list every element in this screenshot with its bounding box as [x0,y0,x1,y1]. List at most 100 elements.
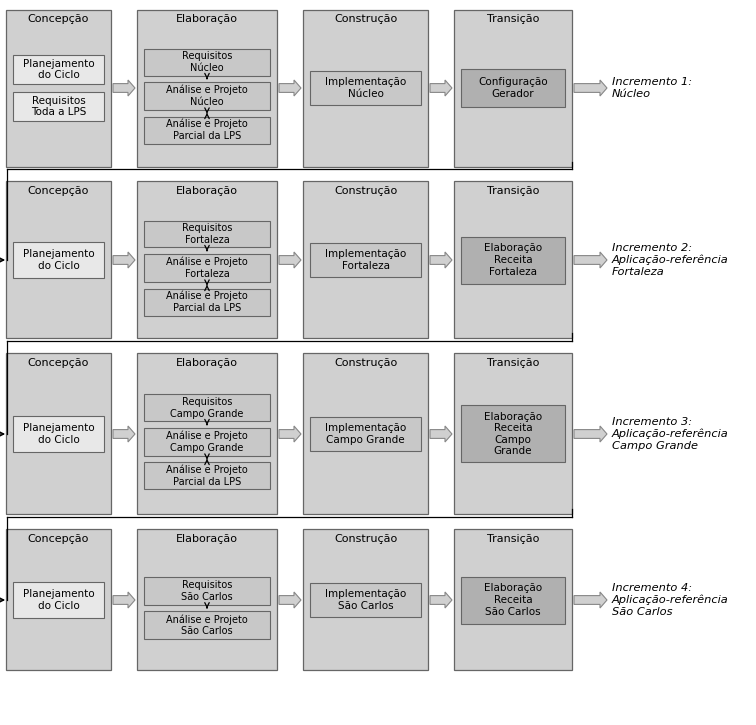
Bar [137,9,277,167]
Text: Análise e Projeto
Fortaleza: Análise e Projeto Fortaleza [166,257,248,279]
Text: Construção: Construção [334,186,397,196]
Text: Elaboração
Receita
Campo
Grande: Elaboração Receita Campo Grande [484,412,542,457]
Bar [454,181,572,339]
Text: Elaboração
Receita
Fortaleza: Elaboração Receita Fortaleza [484,244,542,277]
Bar [137,354,277,515]
Text: Implementação
Campo Grande: Implementação Campo Grande [325,423,406,445]
Text: Transição: Transição [487,534,539,544]
Bar [303,529,428,671]
Text: Análise e Projeto
Núcleo: Análise e Projeto Núcleo [166,85,248,107]
Bar [303,354,428,515]
Text: Planejamento
do Ciclo: Planejamento do Ciclo [23,249,94,271]
Text: Concepção: Concepção [28,186,89,196]
Bar [6,9,111,167]
Bar [13,416,104,452]
Text: Construção: Construção [334,14,397,25]
Bar [144,577,270,605]
Bar [303,9,428,167]
Bar [454,529,572,671]
Text: Transição: Transição [487,358,539,368]
Text: Concepção: Concepção [28,358,89,368]
Text: Incremento 2:
Aplicação-referência
Fortaleza: Incremento 2: Aplicação-referência Forta… [612,243,729,277]
Bar [144,254,270,282]
Text: Análise e Projeto
Parcial da LPS: Análise e Projeto Parcial da LPS [166,465,248,487]
Text: Elaboração: Elaboração [176,14,238,25]
Text: Concepção: Concepção [28,14,89,25]
Text: Planejamento
do Ciclo: Planejamento do Ciclo [23,589,94,610]
Bar [137,181,277,339]
Bar [303,181,428,339]
Bar [144,428,270,456]
Polygon shape [430,80,452,96]
Bar [137,529,277,671]
Text: Requisitos
Fortaleza: Requisitos Fortaleza [181,223,232,245]
Text: Transição: Transição [487,14,539,25]
Polygon shape [113,80,135,96]
Bar [461,576,565,624]
Text: Requisitos
Toda a LPS: Requisitos Toda a LPS [31,96,86,117]
Text: Construção: Construção [334,358,397,368]
Text: Elaboração
Receita
São Carlos: Elaboração Receita São Carlos [484,584,542,616]
Bar [13,242,104,278]
Bar [6,354,111,515]
Text: Análise e Projeto
Parcial da LPS: Análise e Projeto Parcial da LPS [166,291,248,313]
Bar [6,529,111,671]
Text: Configuração
Gerador: Configuração Gerador [479,77,548,99]
Text: Implementação
Núcleo: Implementação Núcleo [325,77,406,99]
Polygon shape [574,80,607,96]
Text: Transição: Transição [487,186,539,196]
Text: Requisitos
São Carlos: Requisitos São Carlos [181,580,233,602]
Text: Elaboração: Elaboração [176,186,238,196]
Polygon shape [574,252,607,268]
Text: Planejamento
do Ciclo: Planejamento do Ciclo [23,423,94,445]
Bar [144,220,270,247]
Polygon shape [279,252,301,268]
Text: Análise e Projeto
Parcial da LPS: Análise e Projeto Parcial da LPS [166,119,248,141]
Text: Concepção: Concepção [28,534,89,544]
Text: Elaboração: Elaboração [176,358,238,368]
Polygon shape [279,592,301,608]
Text: Requisitos
Campo Grande: Requisitos Campo Grande [170,397,243,419]
Bar [13,93,104,120]
Text: Requisitos
Núcleo: Requisitos Núcleo [181,51,232,72]
Text: Implementação
São Carlos: Implementação São Carlos [325,589,406,610]
Bar [454,354,572,515]
Bar [461,70,565,107]
Bar [13,582,104,618]
Bar [144,394,270,421]
Text: Incremento 1:
Núcleo: Incremento 1: Núcleo [612,77,692,99]
Bar [144,611,270,639]
Text: Implementação
Fortaleza: Implementação Fortaleza [325,249,406,271]
Text: Incremento 3:
Aplicação-referência
Campo Grande: Incremento 3: Aplicação-referência Campo… [612,417,729,451]
Bar [144,289,270,315]
Text: Análise e Projeto
Campo Grande: Análise e Projeto Campo Grande [166,431,248,453]
Bar [144,82,270,110]
Polygon shape [113,426,135,442]
Polygon shape [430,252,452,268]
Text: Construção: Construção [334,534,397,544]
Polygon shape [113,592,135,608]
Bar [454,9,572,167]
Text: Elaboração: Elaboração [176,534,238,544]
Text: Planejamento
do Ciclo: Planejamento do Ciclo [23,59,94,80]
Polygon shape [279,426,301,442]
Bar [461,405,565,463]
Bar [144,117,270,144]
Bar [310,71,421,105]
Bar [13,56,104,83]
Polygon shape [430,592,452,608]
Text: Análise e Projeto
São Carlos: Análise e Projeto São Carlos [166,614,248,637]
Bar [310,417,421,451]
Bar [310,583,421,617]
Text: Incremento 4:
Aplicação-referência
São Carlos: Incremento 4: Aplicação-referência São C… [612,583,729,617]
Bar [6,181,111,339]
Polygon shape [113,252,135,268]
Bar [144,463,270,489]
Bar [461,236,565,283]
Bar [310,243,421,277]
Polygon shape [574,592,607,608]
Polygon shape [430,426,452,442]
Polygon shape [574,426,607,442]
Bar [144,49,270,75]
Polygon shape [279,80,301,96]
